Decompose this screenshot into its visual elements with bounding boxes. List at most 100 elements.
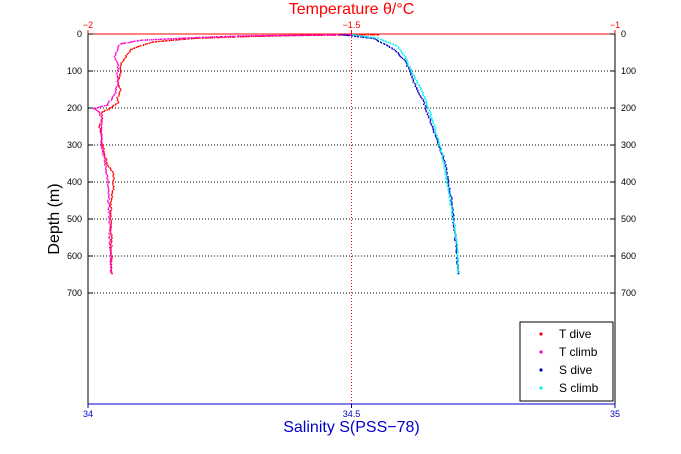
- data-point: [449, 202, 451, 205]
- data-point: [356, 34, 358, 36]
- data-point: [96, 107, 99, 109]
- data-point: [105, 168, 107, 171]
- data-point: [111, 197, 113, 199]
- data-point: [416, 79, 418, 82]
- bottom-axis-title: Salinity S(PSS−78): [283, 419, 420, 436]
- data-point: [123, 42, 125, 44]
- data-point: [452, 222, 455, 224]
- data-point: [387, 41, 389, 44]
- data-point: [111, 106, 113, 108]
- data-point: [329, 34, 331, 36]
- data-point: [434, 124, 436, 126]
- data-point: [216, 36, 219, 38]
- data-point: [120, 65, 122, 67]
- data-point: [100, 134, 102, 136]
- top-axis-tick-label: −1.5: [343, 20, 361, 30]
- data-point: [179, 38, 181, 41]
- data-point: [261, 34, 264, 37]
- data-point: [142, 44, 145, 46]
- data-point: [431, 116, 433, 119]
- data-point: [108, 232, 110, 235]
- data-point: [175, 39, 178, 41]
- data-point: [388, 45, 391, 48]
- data-point: [381, 39, 384, 41]
- data-point: [252, 35, 255, 37]
- data-point: [115, 86, 117, 88]
- grid-lines: [88, 70, 615, 294]
- data-point: [431, 118, 433, 120]
- data-point: [173, 38, 175, 40]
- data-point: [110, 251, 112, 253]
- data-point: [104, 153, 106, 156]
- data-point: [163, 38, 165, 40]
- data-point: [121, 61, 124, 63]
- data-point: [377, 34, 380, 36]
- data-point: [118, 85, 120, 87]
- data-point: [146, 39, 149, 41]
- data-point: [295, 34, 298, 36]
- data-point: [337, 34, 339, 36]
- data-point: [400, 51, 403, 53]
- data-point: [416, 82, 418, 84]
- data-point: [103, 159, 106, 162]
- series-s-climb: [352, 34, 460, 275]
- data-point: [422, 91, 424, 94]
- data-point: [108, 205, 111, 208]
- data-point: [166, 38, 168, 40]
- data-point: [414, 78, 416, 80]
- data-point: [105, 167, 107, 169]
- data-point: [268, 34, 270, 37]
- data-point: [116, 98, 119, 100]
- data-point: [431, 125, 434, 128]
- data-point: [448, 192, 450, 194]
- data-point: [108, 189, 110, 191]
- data-point: [224, 35, 226, 38]
- data-point: [148, 39, 151, 41]
- data-point: [112, 179, 114, 182]
- data-point: [99, 123, 101, 125]
- data-point: [216, 36, 218, 39]
- data-point: [110, 226, 112, 229]
- data-point: [457, 260, 460, 262]
- data-point: [393, 48, 395, 51]
- data-point: [129, 41, 131, 44]
- data-point: [233, 35, 235, 37]
- data-point: [107, 182, 109, 184]
- data-point: [409, 69, 411, 71]
- data-point: [330, 34, 332, 36]
- data-point: [410, 70, 412, 72]
- data-point: [154, 41, 157, 43]
- data-point: [278, 34, 281, 37]
- data-point: [104, 161, 106, 163]
- data-point: [108, 198, 110, 200]
- legend-marker: [539, 368, 543, 372]
- data-point: [202, 36, 205, 38]
- data-point: [386, 45, 389, 47]
- data-point: [111, 98, 113, 100]
- data-point: [455, 242, 457, 245]
- data-point: [457, 268, 460, 270]
- data-point: [196, 36, 198, 39]
- data-point: [168, 39, 170, 42]
- data-point: [101, 114, 103, 117]
- data-point: [105, 104, 108, 107]
- data-point: [101, 105, 103, 107]
- data-point: [386, 44, 388, 46]
- data-point: [124, 57, 126, 59]
- data-point: [432, 127, 434, 129]
- data-point: [272, 34, 274, 37]
- data-point: [362, 35, 364, 37]
- data-point: [109, 257, 112, 259]
- data-point: [122, 59, 125, 62]
- data-point: [451, 211, 454, 213]
- data-point: [451, 198, 453, 200]
- series-t-climb: [92, 34, 353, 275]
- data-point: [109, 234, 111, 236]
- data-point: [94, 108, 97, 111]
- data-point: [112, 173, 115, 176]
- data-point: [105, 160, 107, 163]
- data-point: [444, 171, 447, 173]
- data-point: [410, 68, 412, 71]
- data-point: [377, 39, 379, 42]
- data-point: [360, 36, 362, 38]
